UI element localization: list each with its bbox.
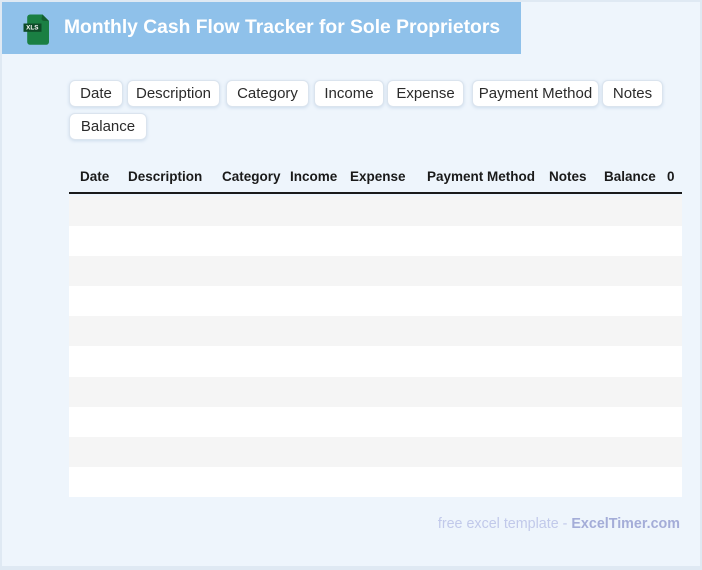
svg-text:XLS: XLS	[26, 25, 38, 32]
